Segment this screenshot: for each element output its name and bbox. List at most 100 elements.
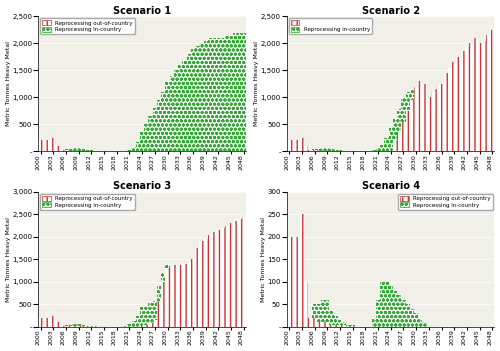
Bar — [342, 325, 346, 327]
Bar — [161, 273, 166, 282]
Bar — [486, 35, 490, 151]
Bar — [152, 301, 157, 320]
Bar — [208, 38, 212, 151]
Bar — [316, 148, 321, 151]
Bar — [448, 68, 452, 151]
Bar — [376, 300, 380, 327]
Title: Scenario 3: Scenario 3 — [113, 181, 171, 191]
Bar — [166, 268, 170, 327]
Bar — [321, 300, 325, 322]
Bar — [132, 322, 136, 327]
Bar — [330, 150, 334, 151]
Title: Scenario 4: Scenario 4 — [362, 181, 420, 191]
Bar — [338, 320, 342, 325]
Bar — [220, 228, 224, 327]
Bar — [456, 57, 460, 151]
Bar — [372, 150, 376, 151]
Legend: Reprocessing out-of-country, Reprocessing in-country: Reprocessing out-of-country, Reprocessin… — [40, 193, 135, 210]
Bar — [242, 33, 246, 151]
Bar — [325, 322, 330, 327]
Bar — [384, 138, 388, 151]
Bar — [474, 38, 478, 151]
Bar — [157, 286, 161, 302]
Bar — [38, 318, 42, 327]
Bar — [292, 237, 296, 327]
Bar — [224, 226, 229, 327]
Bar — [490, 30, 494, 151]
Bar — [330, 311, 334, 325]
Bar — [56, 146, 60, 151]
Bar — [452, 62, 456, 151]
Bar — [144, 325, 148, 327]
Bar — [418, 318, 422, 327]
Bar — [431, 92, 435, 151]
Bar — [76, 148, 81, 151]
Bar — [312, 148, 316, 150]
Bar — [338, 325, 342, 327]
Bar — [312, 304, 316, 318]
Bar — [321, 322, 325, 327]
Bar — [397, 295, 402, 327]
Bar — [460, 52, 465, 151]
Bar — [380, 282, 384, 327]
Bar — [204, 239, 208, 327]
Bar — [42, 140, 47, 151]
Bar — [304, 146, 308, 151]
Bar — [406, 111, 410, 151]
Bar — [191, 259, 195, 327]
Bar — [72, 324, 76, 326]
Bar — [478, 43, 482, 151]
Bar — [402, 98, 406, 121]
Bar — [72, 326, 76, 327]
Bar — [482, 41, 486, 151]
Bar — [402, 121, 406, 151]
Bar — [224, 35, 229, 151]
Bar — [136, 141, 140, 151]
Bar — [229, 35, 233, 151]
Y-axis label: Metric Tonnes Heavy Metal: Metric Tonnes Heavy Metal — [261, 217, 266, 302]
Y-axis label: Metric Tonnes Heavy Metal: Metric Tonnes Heavy Metal — [6, 217, 10, 302]
Bar — [440, 84, 444, 151]
Bar — [342, 322, 346, 325]
Bar — [144, 124, 148, 151]
Bar — [422, 84, 426, 151]
Bar — [292, 140, 296, 151]
Bar — [287, 140, 292, 151]
Bar — [350, 325, 355, 327]
Bar — [178, 265, 182, 327]
Bar — [148, 323, 152, 327]
Bar — [128, 150, 132, 151]
Bar — [287, 237, 292, 327]
Bar — [334, 150, 338, 151]
Bar — [174, 265, 178, 327]
Bar — [174, 70, 178, 151]
Bar — [170, 266, 174, 327]
Bar — [152, 320, 157, 327]
Bar — [51, 138, 56, 151]
Bar — [422, 322, 426, 327]
Bar — [316, 322, 321, 327]
Bar — [140, 325, 144, 327]
Bar — [216, 230, 220, 327]
Bar — [304, 282, 308, 327]
Bar — [186, 54, 191, 151]
Bar — [72, 148, 76, 151]
Bar — [414, 86, 418, 151]
Bar — [418, 81, 422, 151]
Bar — [204, 41, 208, 151]
Bar — [81, 325, 85, 326]
Bar — [426, 97, 431, 151]
Bar — [384, 282, 388, 327]
Bar — [238, 219, 242, 327]
Bar — [200, 241, 203, 327]
Bar — [182, 60, 186, 151]
Bar — [123, 326, 128, 327]
Bar — [397, 109, 402, 132]
Bar — [212, 232, 216, 327]
Bar — [402, 300, 406, 327]
Bar — [316, 304, 321, 322]
Bar — [136, 316, 140, 327]
Bar — [76, 324, 81, 326]
Bar — [64, 148, 68, 150]
Bar — [157, 100, 161, 151]
